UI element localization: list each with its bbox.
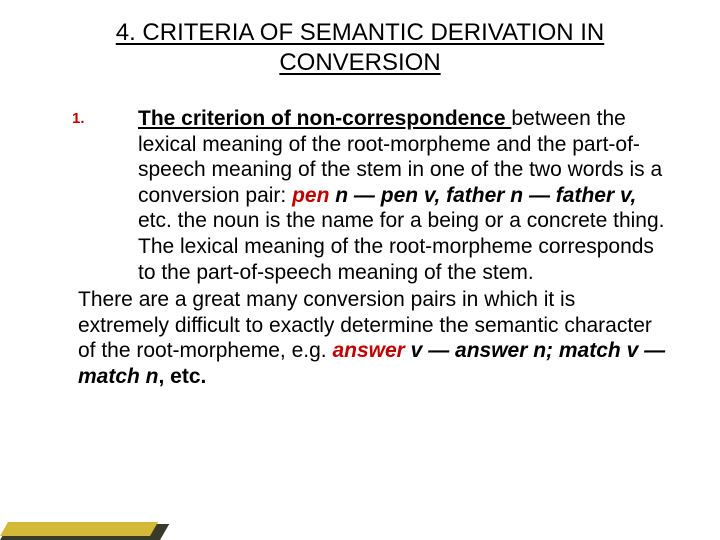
slide: 4. CRITERIA OF SEMANTIC DERIVATION IN CO… xyxy=(0,0,720,540)
second-paragraph: There are a great many conversion pairs … xyxy=(78,287,672,389)
accent-gold-stripe xyxy=(0,522,158,536)
example-highlight: pen xyxy=(292,184,329,207)
para2-text-b: , etc. xyxy=(159,365,207,388)
criterion-paragraph: The criterion of non-correspondence betw… xyxy=(138,106,672,285)
example-1: n — pen v, father n — father v, xyxy=(329,184,636,207)
corner-accent xyxy=(0,512,170,540)
criterion-label: The criterion of non-correspondence xyxy=(138,107,511,130)
list-number: 1. xyxy=(72,110,85,127)
slide-title: 4. CRITERIA OF SEMANTIC DERIVATION IN CO… xyxy=(38,18,682,78)
slide-content: 1. The criterion of non-correspondence b… xyxy=(38,106,682,390)
para1-text-b: etc. the noun is the name for a being or… xyxy=(138,209,665,283)
example-highlight-2: answer xyxy=(332,339,404,362)
